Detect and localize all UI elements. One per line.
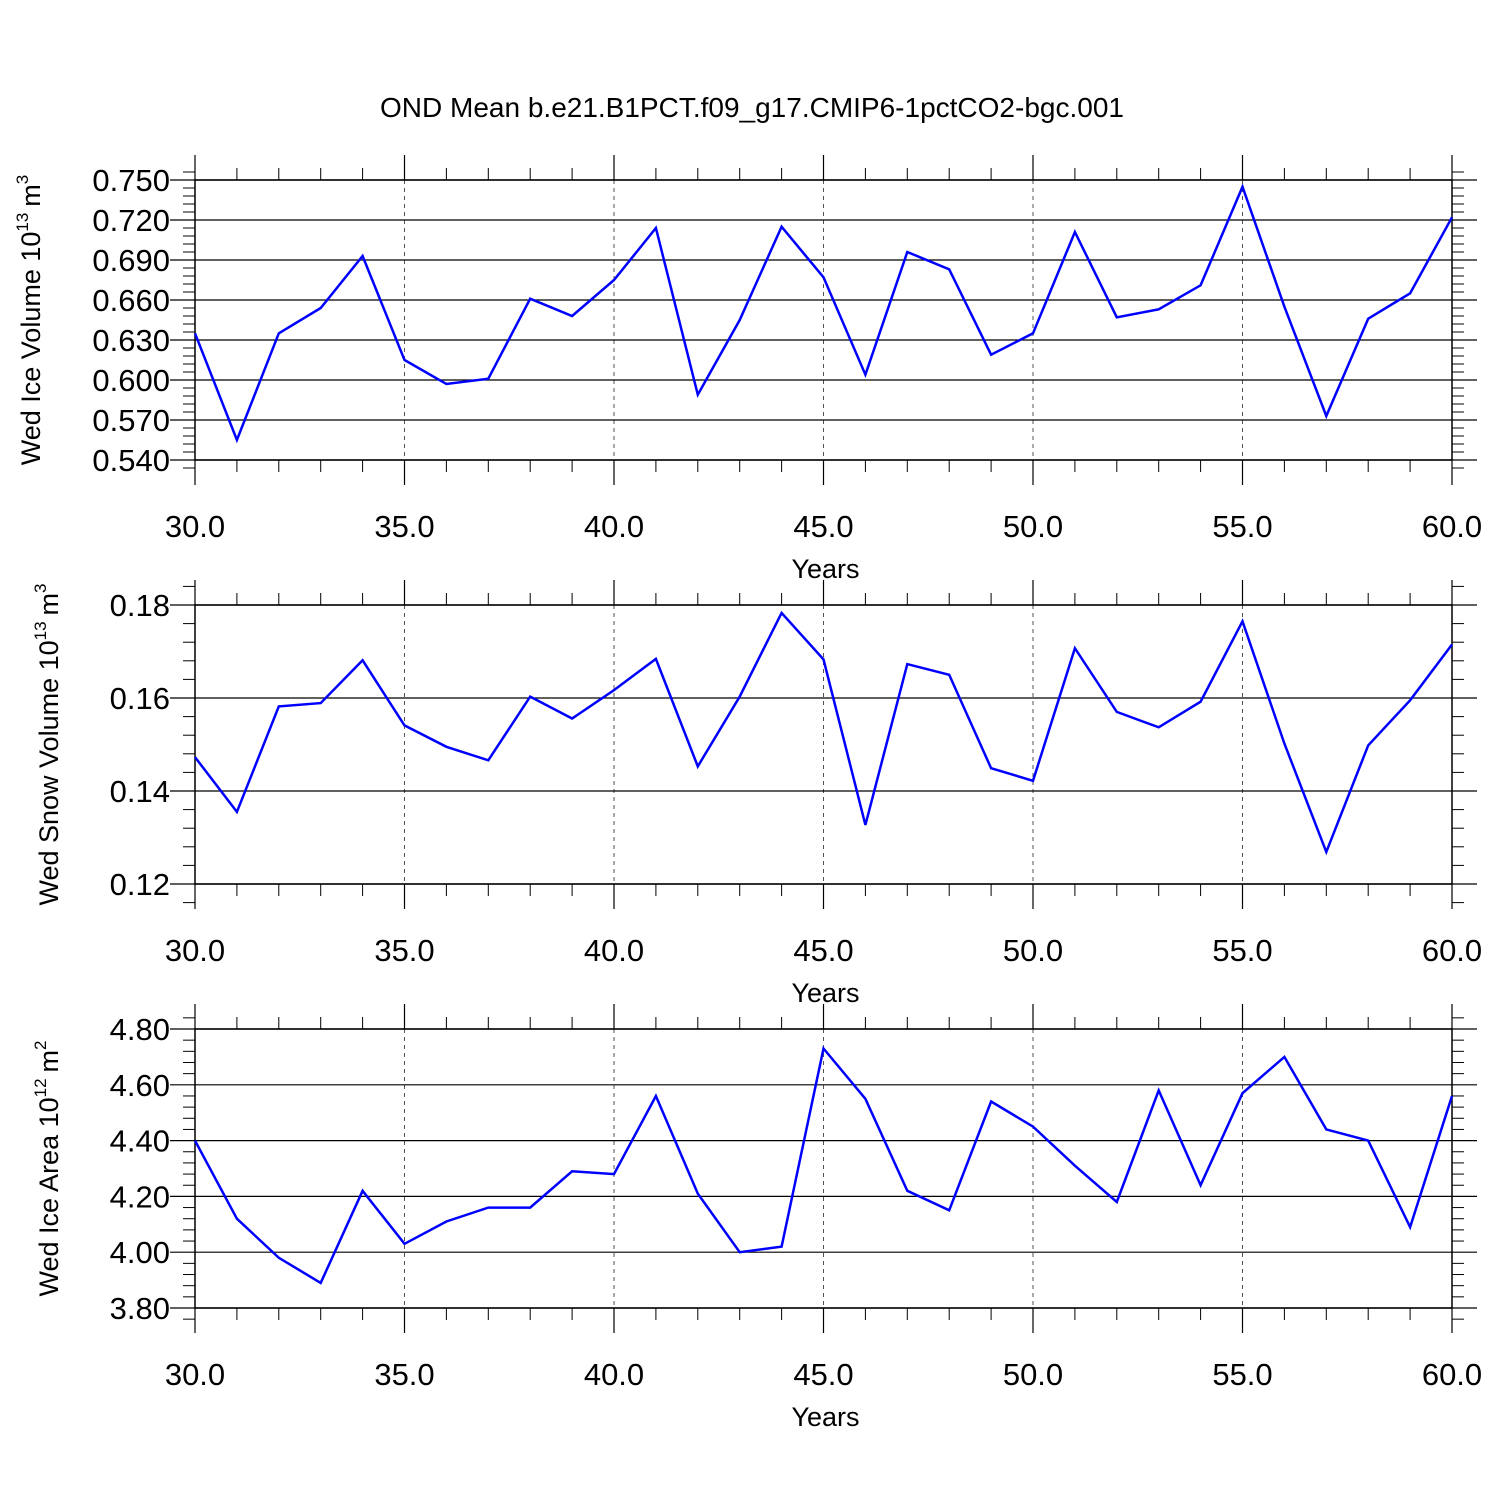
x-tick-label: 60.0	[1422, 933, 1482, 968]
data-line	[194, 610, 1453, 856]
y-label-unit-exponent: 3	[13, 175, 32, 184]
x-tick-label: 40.0	[584, 509, 644, 544]
ice-area-panel: 3.80 4.00 4.20 4.40 4.60 4.80 30.0 35.0 40.0 45.0…	[31, 1004, 1482, 1432]
x-tick-label: 45.0	[793, 509, 853, 544]
chart-title: OND Mean b.e21.B1PCT.f09_g17.CMIP6-1pctC…	[380, 92, 1124, 123]
y-tick-label: 0.18	[110, 588, 170, 623]
y-tick-label: 0.660	[92, 283, 170, 318]
y-tick-label: 0.600	[92, 363, 170, 398]
y-tick-label: 0.570	[92, 403, 170, 438]
y-label-unit: m	[34, 1050, 64, 1073]
y-label-exponent: 13	[13, 213, 32, 232]
y-tick-label: 4.20	[110, 1179, 170, 1214]
y-tick-label: 0.690	[92, 243, 170, 278]
y-label-exponent: 13	[31, 621, 50, 640]
y-tick-label: 0.16	[110, 681, 170, 716]
x-tick-label: 50.0	[1003, 1357, 1063, 1392]
y-label-unit-exponent: 2	[31, 1040, 50, 1049]
y-label-main: Wed Snow Volume 10	[34, 640, 64, 905]
y-axis-label: Wed Snow Volume 1013 m3	[31, 583, 64, 905]
x-axis-label: Years	[791, 978, 859, 1008]
y-tick-label: 0.750	[92, 163, 170, 198]
x-tick-label: 30.0	[165, 509, 225, 544]
y-axis-label: Wed Ice Area 1012 m2	[31, 1040, 64, 1296]
plot-frame	[194, 604, 1453, 885]
x-tick-label: 40.0	[584, 1357, 644, 1392]
snow-volume-panel: 0.12 0.14 0.16 0.18 30.0 35.0 40.0 45.0 50.0 55.0…	[31, 580, 1482, 1008]
y-label-unit: m	[34, 593, 64, 616]
ice-volume-panel: 0.540 0.570 0.600 0.630 0.660 0.690 0.720 0.750…	[13, 155, 1482, 584]
x-tick-label: 30.0	[165, 1357, 225, 1392]
x-tick-label: 55.0	[1212, 933, 1272, 968]
y-tick-label: 4.60	[110, 1068, 170, 1103]
x-tick-label: 30.0	[165, 933, 225, 968]
y-tick-label: 4.80	[110, 1012, 170, 1047]
x-tick-label: 50.0	[1003, 509, 1063, 544]
plot-frame	[194, 1028, 1453, 1309]
x-tick-label: 35.0	[374, 933, 434, 968]
x-tick-label: 45.0	[793, 1357, 853, 1392]
y-label-unit-exponent: 3	[31, 583, 50, 592]
y-tick-label: 0.720	[92, 203, 170, 238]
x-tick-label: 45.0	[793, 933, 853, 968]
data-line	[193, 1045, 1454, 1285]
y-tick-label: 4.40	[110, 1124, 170, 1159]
y-tick-label: 0.540	[92, 443, 170, 478]
y-tick-label: 0.630	[92, 323, 170, 358]
y-label-main: Wed Ice Area 10	[34, 1097, 64, 1296]
x-tick-label: 60.0	[1422, 509, 1482, 544]
y-tick-label: 0.12	[110, 867, 170, 902]
y-tick-label: 3.80	[110, 1291, 170, 1326]
y-label-unit: m	[16, 184, 46, 207]
x-tick-label: 55.0	[1212, 509, 1272, 544]
y-label-exponent: 12	[31, 1078, 50, 1097]
x-tick-label: 35.0	[374, 509, 434, 544]
x-axis-label: Years	[791, 1402, 859, 1432]
data-line	[193, 183, 1454, 444]
plot-frame	[194, 179, 1453, 461]
y-tick-label: 4.00	[110, 1235, 170, 1270]
x-axis-label: Years	[791, 554, 859, 584]
y-tick-label: 0.14	[110, 774, 170, 809]
x-tick-label: 50.0	[1003, 933, 1063, 968]
y-label-main: Wed Ice Volume 10	[16, 232, 46, 466]
x-tick-label: 55.0	[1212, 1357, 1272, 1392]
x-tick-label: 40.0	[584, 933, 644, 968]
x-tick-label: 60.0	[1422, 1357, 1482, 1392]
x-tick-label: 35.0	[374, 1357, 434, 1392]
y-axis-label: Wed Ice Volume 1013 m3	[13, 175, 46, 466]
